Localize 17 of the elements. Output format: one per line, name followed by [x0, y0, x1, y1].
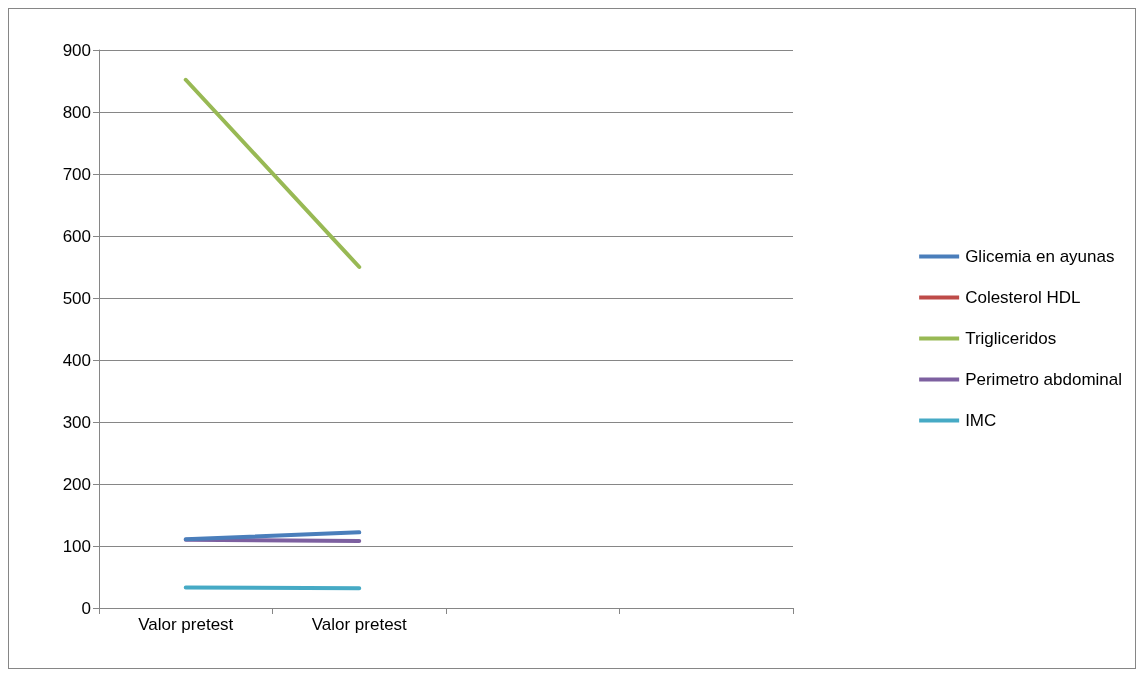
- legend-label: Colesterol HDL: [965, 288, 1081, 307]
- y-tick-label: 200: [62, 474, 91, 494]
- legend-label: Glicemia en ayunas: [965, 247, 1115, 266]
- y-tick-label: 0: [81, 598, 91, 618]
- y-tick-label: 700: [62, 164, 91, 184]
- legend-label: IMC: [965, 411, 997, 430]
- legend-label: Perimetro abdominal: [965, 370, 1123, 389]
- x-tick-label: Valor pretest: [138, 615, 234, 634]
- y-tick-label: 400: [62, 350, 91, 370]
- x-tick-label: Valor pretest: [311, 615, 408, 634]
- y-tick-label: 300: [62, 412, 91, 432]
- y-tick-label: 900: [62, 40, 91, 60]
- y-tick-label: 600: [62, 226, 91, 246]
- legend-label: Trigliceridos: [965, 329, 1057, 348]
- y-tick-label: 800: [62, 102, 91, 122]
- y-tick-label: 100: [62, 536, 91, 556]
- y-tick-label: 500: [62, 288, 91, 308]
